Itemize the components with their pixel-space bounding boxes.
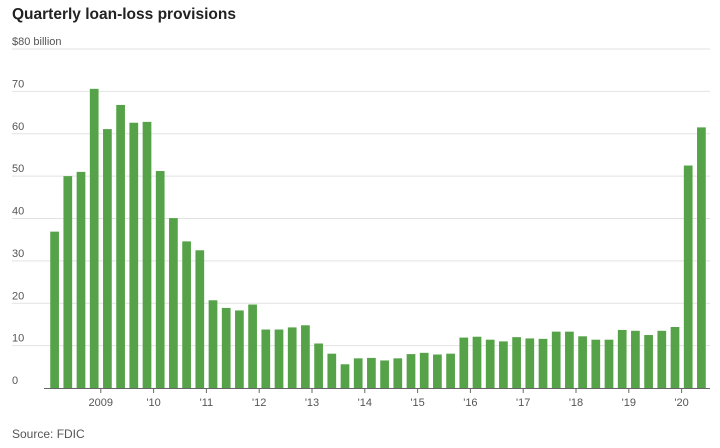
bar	[657, 330, 667, 388]
bar	[116, 104, 125, 388]
bar	[327, 353, 337, 388]
x-tick-label: '12	[252, 397, 266, 409]
bar	[631, 330, 640, 388]
bar	[697, 127, 706, 389]
bar	[367, 357, 376, 388]
bar	[551, 331, 561, 388]
bar	[419, 352, 429, 388]
bar	[538, 338, 548, 388]
bar	[472, 336, 482, 388]
bar	[683, 165, 693, 388]
bar	[208, 300, 218, 388]
y-tick-label: 30	[12, 248, 24, 260]
bar	[459, 337, 469, 388]
bar	[433, 354, 442, 388]
bar	[512, 337, 521, 388]
bar	[76, 171, 86, 388]
y-tick-label: $80 billion	[12, 36, 62, 48]
bar	[103, 129, 112, 388]
x-tick-label: '15	[410, 397, 424, 409]
x-axis: 2009 '10 '11 '12 '13 '14 '15 '16 '17 '18 '19 '20	[44, 388, 710, 409]
bar	[525, 338, 535, 388]
bar	[287, 327, 297, 388]
bar	[195, 250, 205, 388]
y-tick-label: 20	[12, 290, 24, 302]
bar	[274, 329, 284, 388]
bar	[50, 231, 59, 388]
bar	[644, 335, 653, 388]
bar	[340, 364, 350, 388]
bar	[604, 339, 614, 388]
bar	[142, 121, 152, 388]
bar	[446, 353, 455, 388]
bar	[406, 354, 416, 388]
bar	[235, 310, 244, 388]
gridlines	[12, 48, 710, 347]
x-tick-label: '18	[569, 397, 583, 409]
bar	[301, 325, 310, 388]
x-tick-label: '14	[358, 397, 372, 409]
chart-title: Quarterly loan-loss provisions	[12, 6, 236, 23]
y-tick-label: 50	[12, 163, 24, 175]
bar	[129, 122, 139, 389]
bar	[63, 176, 73, 388]
bar	[155, 171, 165, 388]
bar	[89, 88, 99, 389]
bar	[248, 304, 257, 388]
bar	[221, 307, 231, 388]
x-tick-label: '11	[200, 397, 214, 409]
x-tick-label: '13	[305, 397, 319, 409]
bar	[591, 339, 601, 388]
x-tick-label: '16	[463, 397, 477, 409]
bar	[578, 336, 587, 388]
y-tick-label: 0	[12, 375, 18, 387]
bar	[670, 326, 680, 388]
x-tick-label: '10	[146, 397, 160, 409]
x-tick-label: '19	[622, 397, 636, 409]
bar	[617, 329, 627, 388]
x-tick-label: 2009	[89, 397, 113, 409]
bar	[314, 343, 323, 388]
bars	[50, 88, 706, 389]
bar	[353, 358, 363, 388]
y-tick-labels: 0 10 20 30 40 50 60 70 $80 billion	[12, 36, 62, 387]
bar	[261, 329, 271, 388]
y-tick-label: 40	[12, 206, 24, 218]
bar	[182, 241, 191, 388]
x-tick-label: '20	[674, 397, 688, 409]
bar	[169, 218, 178, 388]
bar	[485, 339, 495, 388]
y-tick-label: 70	[12, 78, 24, 90]
bar	[393, 358, 403, 388]
y-tick-label: 60	[12, 121, 24, 133]
x-tick-label: '17	[516, 397, 530, 409]
bar	[499, 341, 508, 388]
bar	[565, 331, 574, 388]
chart-source: Source: FDIC	[12, 427, 85, 441]
y-tick-label: 10	[12, 333, 24, 345]
bar	[380, 360, 389, 388]
